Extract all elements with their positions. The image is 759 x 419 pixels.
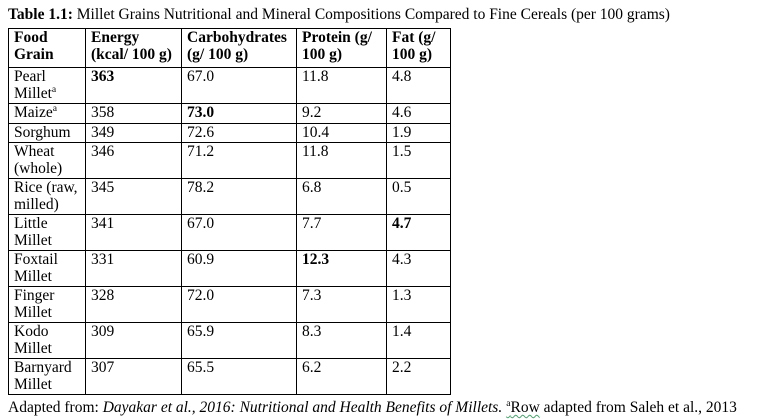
cell-energy: 331 — [85, 250, 182, 287]
cell-energy: 307 — [85, 358, 182, 395]
cell-fat: 0.5 — [386, 178, 451, 215]
col-header-fat: Fat (g/ 100 g) — [386, 28, 451, 68]
food-name: Barnyard Millet — [14, 359, 72, 393]
cell-fat: 1.9 — [386, 122, 451, 143]
table-source-note: Adapted from: Dayakar et al., 2016: Nutr… — [8, 399, 759, 417]
cell-food: Wheat (whole) — [8, 142, 86, 179]
cell-protein: 7.3 — [296, 286, 387, 323]
food-name: Rice (raw, milled) — [14, 179, 78, 213]
cell-carbohydrates: 65.9 — [181, 322, 297, 359]
food-name: Little Millet — [14, 215, 52, 249]
cell-fat: 4.3 — [386, 250, 451, 287]
footnote-reference: aRow — [506, 399, 540, 416]
cell-food: Barnyard Millet — [8, 358, 86, 395]
cell-protein: 6.2 — [296, 358, 387, 395]
footnote-word: Row — [510, 399, 540, 416]
table-row: Sorghum 349 72.6 10.4 1.9 — [8, 122, 451, 143]
table-row: Barnyard Millet 307 65.5 6.2 2.2 — [8, 358, 451, 395]
food-name: Wheat (whole) — [14, 143, 63, 177]
cell-carbohydrates: 72.6 — [181, 122, 297, 143]
cell-carbohydrates: 65.5 — [181, 358, 297, 395]
cell-food: Pearl Milleta — [8, 67, 86, 104]
table-caption-label: Table 1.1: — [8, 6, 73, 23]
cell-protein: 8.3 — [296, 322, 387, 359]
cell-protein: 9.2 — [296, 103, 387, 124]
col-header-food-grain: Food Grain — [8, 28, 86, 68]
table-caption: Table 1.1: Millet Grains Nutritional and… — [8, 5, 759, 24]
cell-fat: 1.3 — [386, 286, 451, 323]
source-prefix: Adapted from: — [8, 399, 103, 416]
cell-fat: 4.7 — [386, 214, 451, 251]
cell-fat: 2.2 — [386, 358, 451, 395]
cell-protein: 11.8 — [296, 142, 387, 179]
cell-carbohydrates: 67.0 — [181, 214, 297, 251]
cell-fat: 1.4 — [386, 322, 451, 359]
cell-carbohydrates: 78.2 — [181, 178, 297, 215]
cell-carbohydrates: 72.0 — [181, 286, 297, 323]
table-row: Pearl Milleta 363 67.0 11.8 4.8 — [8, 67, 451, 104]
cell-energy: 363 — [85, 67, 182, 104]
cell-food: Finger Millet — [8, 286, 86, 323]
cell-food: Maizea — [8, 103, 86, 124]
table-row: Wheat (whole) 346 71.2 11.8 1.5 — [8, 142, 451, 179]
cell-energy: 309 — [85, 322, 182, 359]
cell-carbohydrates: 67.0 — [181, 67, 297, 104]
cell-energy: 341 — [85, 214, 182, 251]
col-header-carbohydrates: Carbohydrates (g/ 100 g) — [181, 28, 297, 68]
cell-carbohydrates: 73.0 — [181, 103, 297, 124]
cell-food: Little Millet — [8, 214, 86, 251]
cell-protein: 11.8 — [296, 67, 387, 104]
table-row: Rice (raw, milled) 345 78.2 6.8 0.5 — [8, 178, 451, 215]
table-row: Maizea 358 73.0 9.2 4.6 — [8, 103, 451, 124]
table-caption-text: Millet Grains Nutritional and Mineral Co… — [72, 6, 670, 23]
cell-carbohydrates: 60.9 — [181, 250, 297, 287]
col-header-protein: Protein (g/ 100 g) — [296, 28, 387, 68]
cell-fat: 4.6 — [386, 103, 451, 124]
cell-energy: 328 — [85, 286, 182, 323]
food-name: Maize — [14, 104, 53, 121]
col-header-energy: Energy (kcal/ 100 g) — [85, 28, 182, 68]
cell-energy: 346 — [85, 142, 182, 179]
cell-carbohydrates: 71.2 — [181, 142, 297, 179]
footnote-marker: a — [51, 83, 57, 95]
cell-food: Kodo Millet — [8, 322, 86, 359]
cell-protein: 12.3 — [296, 250, 387, 287]
cell-protein: 7.7 — [296, 214, 387, 251]
food-name: Pearl Millet — [14, 68, 52, 102]
cell-energy: 349 — [85, 122, 182, 143]
cell-energy: 358 — [85, 103, 182, 124]
table-row: Foxtail Millet 331 60.9 12.3 4.3 — [8, 250, 451, 287]
cell-food: Foxtail Millet — [8, 250, 86, 287]
table-row: Kodo Millet 309 65.9 8.3 1.4 — [8, 322, 451, 359]
food-name: Kodo Millet — [14, 323, 52, 357]
source-note-rest: adapted from Saleh et al., 2013 — [539, 399, 737, 416]
footnote-marker: a — [52, 103, 57, 114]
cell-energy: 345 — [85, 178, 182, 215]
food-name: Finger Millet — [14, 287, 55, 321]
cell-fat: 1.5 — [386, 142, 451, 179]
footnote-marker: a — [506, 397, 511, 409]
cell-food: Rice (raw, milled) — [8, 178, 86, 215]
header-row: Food Grain Energy (kcal/ 100 g) Carbohyd… — [8, 28, 451, 68]
table-row: Finger Millet 328 72.0 7.3 1.3 — [8, 286, 451, 323]
food-name: Sorghum — [14, 123, 71, 141]
source-citation: Dayakar et al., 2016: Nutritional and He… — [102, 399, 503, 416]
nutrition-table: Food Grain Energy (kcal/ 100 g) Carbohyd… — [8, 28, 451, 395]
food-name: Foxtail Millet — [14, 251, 58, 285]
cell-protein: 10.4 — [296, 122, 387, 143]
cell-protein: 6.8 — [296, 178, 387, 215]
cell-food: Sorghum — [8, 122, 86, 143]
cell-fat: 4.8 — [386, 67, 451, 104]
table-row: Little Millet 341 67.0 7.7 4.7 — [8, 214, 451, 251]
